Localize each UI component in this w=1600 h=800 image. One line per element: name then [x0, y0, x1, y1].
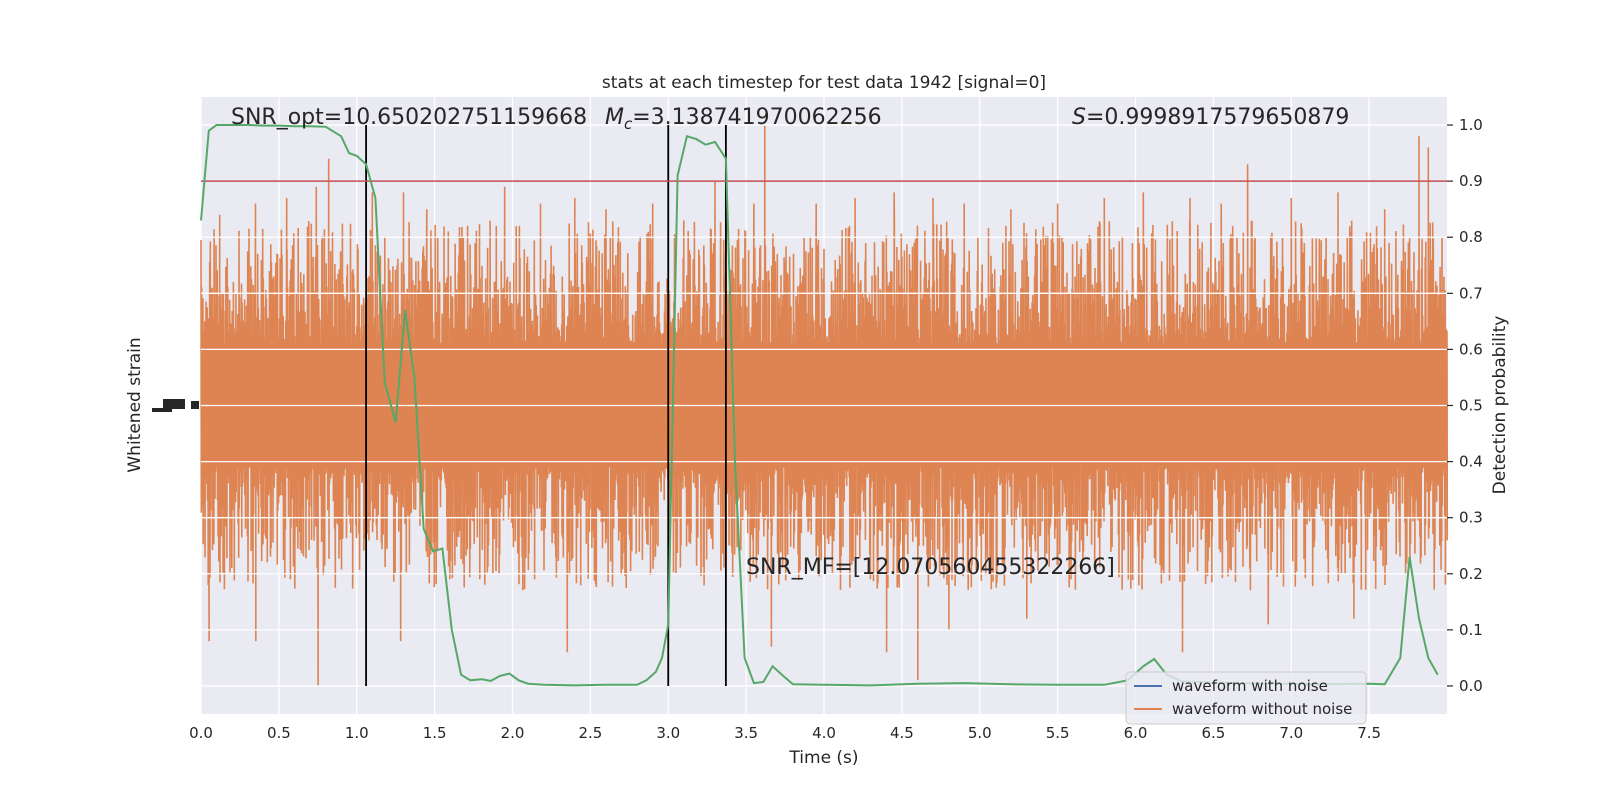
legend-box	[1125, 671, 1367, 725]
x-tick-label: 4.5	[890, 724, 914, 742]
x-tick-label: 3.0	[656, 724, 680, 742]
y-tick-label: 0.6	[1459, 340, 1483, 358]
legend: waveform with noise waveform without noi…	[1125, 671, 1367, 725]
s-annotation: S=0.9998917579650879	[1072, 105, 1349, 130]
y-tick-label: 0.5	[1459, 397, 1483, 415]
y-axis-left-label: Whitened strain	[125, 337, 145, 472]
y-axis-right-label: Detection probability	[1490, 316, 1510, 495]
x-tick-label: 0.0	[189, 724, 213, 742]
chirp-mass-symbol: M	[605, 105, 624, 130]
s-value: =0.9998917579650879	[1086, 105, 1349, 130]
chirp-mass-subscript: c	[624, 115, 633, 133]
chirp-mass-value: =3.138741970062256	[632, 105, 881, 130]
x-axis-ticks: 0.0 0.5 1.0 1.5 2.0 2.5 3.0 3.5 4.0 4.5 5.0 5.5 6.0 6…	[189, 724, 1381, 742]
x-axis-label: Time (s)	[788, 748, 858, 768]
chirp-mass-annotation: Mc=3.138741970062256	[605, 105, 882, 133]
series-line	[200, 124, 1439, 687]
x-tick-label: 6.0	[1124, 724, 1148, 742]
x-tick-label: 2.0	[501, 724, 525, 742]
y-tick-label: 0.8	[1459, 228, 1483, 246]
y-tick-label: 0.2	[1459, 565, 1483, 583]
y-tick-label: 0.3	[1459, 509, 1483, 527]
x-tick-label: 1.0	[345, 724, 369, 742]
s-symbol: S	[1072, 105, 1086, 130]
legend-label-with-noise: waveform with noise	[1172, 677, 1328, 695]
y-tick-label: 0.0	[1459, 677, 1483, 695]
right-axis-ticks: 0.0 0.1 0.2 0.3 0.4 0.5 0.6 0.7 0.8 0.9 1.0	[1447, 116, 1483, 695]
x-tick-label: 2.5	[578, 724, 602, 742]
detection-probability-series	[200, 124, 1439, 687]
y-tick-label: 0.4	[1459, 453, 1483, 471]
left-tick-label-blob	[163, 399, 185, 409]
left-tick-label-blob	[191, 401, 199, 409]
legend-label-without-noise: waveform without noise	[1172, 700, 1352, 718]
left-axis-ticks	[152, 399, 199, 412]
x-tick-label: 5.0	[968, 724, 992, 742]
x-tick-label: 3.5	[734, 724, 758, 742]
chart-title: stats at each timestep for test data 194…	[602, 73, 1046, 93]
x-tick-label: 0.5	[267, 724, 291, 742]
y-tick-label: 0.9	[1459, 172, 1483, 190]
x-tick-label: 5.5	[1046, 724, 1070, 742]
x-tick-label: 4.0	[812, 724, 836, 742]
left-tick-label-blob	[152, 408, 172, 412]
x-tick-label: 7.0	[1279, 724, 1303, 742]
snr-mf-annotation: SNR_MF=[12.070560455322266]	[746, 555, 1115, 580]
y-tick-label: 0.1	[1459, 621, 1483, 639]
x-tick-label: 7.5	[1357, 724, 1381, 742]
y-tick-label: 0.7	[1459, 284, 1483, 302]
strain-line	[200, 124, 1449, 687]
x-tick-label: 6.5	[1201, 724, 1225, 742]
x-tick-label: 1.5	[423, 724, 447, 742]
snr-opt-annotation: SNR_opt=10.650202751159668	[231, 105, 587, 130]
y-tick-label: 1.0	[1459, 116, 1483, 134]
